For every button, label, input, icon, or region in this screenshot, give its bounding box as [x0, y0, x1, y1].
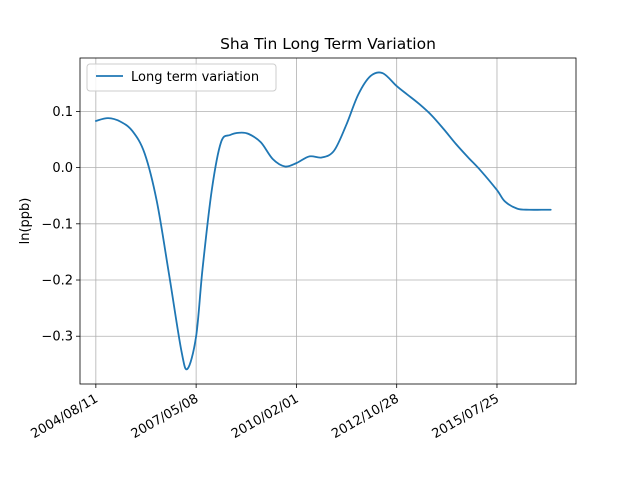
- y-tick-label: 0.0: [52, 161, 73, 176]
- legend-label: Long term variation: [131, 70, 259, 85]
- y-tick-label: −0.2: [41, 274, 73, 289]
- grid: [80, 58, 576, 384]
- y-tick-label: 0.1: [52, 105, 73, 120]
- y-tick-label: −0.1: [41, 217, 73, 232]
- legend: Long term variation: [86, 63, 277, 92]
- plot-frame: [79, 57, 577, 385]
- series-layer: [94, 71, 552, 371]
- series-line: [94, 71, 552, 371]
- legend-box: [86, 63, 277, 92]
- y-tick-label: −0.3: [41, 330, 73, 345]
- chart-title: Sha Tin Long Term Variation: [220, 35, 436, 53]
- y-axis-label: ln(ppb): [18, 198, 33, 245]
